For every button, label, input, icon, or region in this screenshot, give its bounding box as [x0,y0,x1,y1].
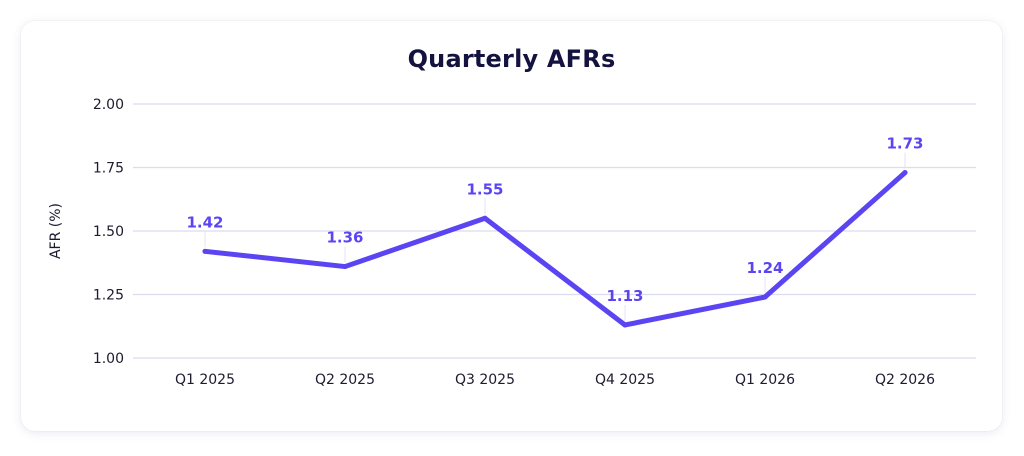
series-line [202,170,908,328]
x-tick-label: Q2 2026 [875,372,935,388]
series-layer [202,170,908,328]
data-label: 1.36 [326,229,363,247]
chart-card: Quarterly AFRs [21,21,1002,431]
y-tick-label: 1.00 [93,351,124,367]
data-point [902,170,908,176]
data-point [762,294,768,300]
data-point [482,215,488,221]
y-axis-ticks: 1.00 1.25 1.50 1.75 2.00 [93,97,124,367]
x-tick-label: Q4 2025 [595,372,655,388]
y-tick-label: 1.75 [93,161,124,177]
data-label: 1.24 [746,259,783,277]
label-leaders [204,152,906,321]
y-tick-label: 1.25 [93,288,124,304]
gridlines [133,103,976,359]
data-label: 1.13 [606,287,643,305]
x-axis-ticks: Q1 2025 Q2 2025 Q3 2025 Q4 2025 Q1 2026 Q2 20… [175,372,935,388]
data-point [342,264,348,270]
chart-title: Quarterly AFRs [407,45,616,73]
y-tick-label: 2.00 [93,97,124,113]
y-axis-label: AFR (%) [48,203,64,259]
x-tick-label: Q1 2026 [735,372,795,388]
y-tick-label: 1.50 [93,224,124,240]
x-tick-label: Q3 2025 [455,372,515,388]
data-point [622,322,628,328]
data-labels: 1.42 1.36 1.55 1.13 1.24 1.73 [186,135,923,305]
data-label: 1.73 [886,135,923,153]
data-label: 1.42 [186,213,223,231]
x-tick-label: Q2 2025 [315,372,375,388]
data-label: 1.55 [466,180,503,198]
x-tick-label: Q1 2025 [175,372,235,388]
data-point [202,248,208,254]
